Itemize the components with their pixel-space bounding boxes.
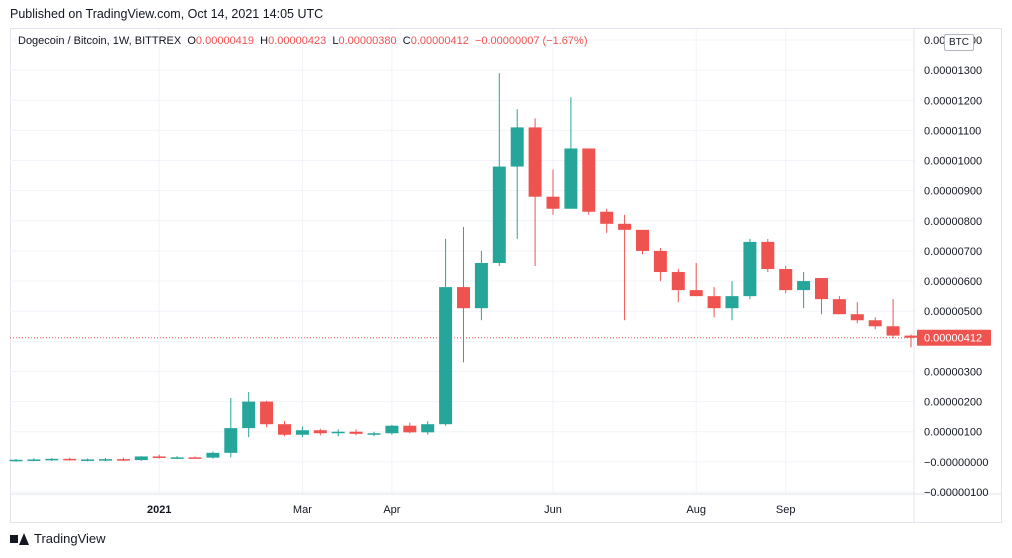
y-tick-label: 0.00000700	[924, 246, 982, 258]
y-tick-label: 0.00001000	[924, 156, 982, 168]
y-tick-label: 0.00000900	[924, 186, 982, 198]
low-value: 0.00000380	[338, 35, 397, 47]
brand-name: TradingView	[34, 531, 106, 546]
candle-body	[653, 250, 667, 273]
candle-body	[474, 262, 488, 309]
candle-body	[528, 127, 542, 197]
low-label: L	[332, 35, 339, 47]
y-tick-label: 0.00000800	[924, 216, 982, 228]
candle-body	[349, 431, 363, 434]
last-price-badge	[917, 329, 991, 346]
candle-body	[618, 223, 632, 230]
candle-body	[81, 459, 95, 461]
candle-body	[868, 320, 882, 327]
y-tick-label: 0.00001300	[924, 65, 982, 77]
candle-body	[421, 424, 435, 433]
candle-body	[278, 424, 291, 435]
candle-body	[904, 335, 918, 338]
candle-body	[260, 401, 274, 425]
published-note: Published on TradingView.com, Oct 14, 20…	[10, 7, 324, 21]
x-tick-label: 2021	[147, 504, 171, 516]
candle-body	[743, 241, 757, 297]
candle-body	[206, 452, 220, 458]
symbol-label: Dogecoin / Bitcoin, 1W, BITTREX	[18, 35, 182, 47]
candle-body	[224, 428, 238, 453]
candle-body	[582, 148, 596, 212]
candle-body	[707, 296, 721, 309]
ohlc-legend: Dogecoin / Bitcoin, 1W, BITTREX O0.00000…	[18, 35, 588, 47]
candle-body	[761, 241, 775, 270]
candle-body	[636, 229, 649, 251]
change-value: −0.00000007 (−1.67%)	[474, 35, 588, 47]
candle-body	[9, 459, 23, 462]
candle-body	[492, 166, 506, 263]
tradingview-logo-icon	[10, 532, 29, 546]
x-tick-label: Sep	[776, 504, 796, 516]
candle-body	[510, 127, 524, 167]
candle-body	[457, 287, 470, 309]
y-tick-label: 0.00000100	[924, 427, 982, 439]
candle-body	[546, 196, 560, 209]
candle-body	[815, 278, 828, 300]
candle-body	[779, 269, 793, 291]
x-tick-label: Mar	[293, 504, 312, 516]
candle-body	[188, 457, 202, 459]
y-tick-label: −0.00000100	[924, 487, 989, 499]
candle-body	[45, 458, 59, 461]
candle-body	[671, 272, 685, 291]
high-label: H	[260, 35, 269, 47]
candle-body	[600, 211, 614, 224]
candle-body	[242, 401, 256, 429]
y-tick-label: 0.00001200	[924, 95, 982, 107]
candle-body	[403, 425, 417, 433]
y-tick-label: 0.00000600	[924, 276, 982, 288]
y-tick-label: 0.00001100	[924, 125, 981, 137]
candle-body	[439, 287, 453, 425]
y-tick-label: 0.00000200	[924, 397, 982, 409]
candle-body	[295, 430, 309, 435]
close-label: C	[402, 35, 411, 47]
candle-body	[63, 458, 77, 461]
candle-body	[170, 457, 184, 459]
x-tick-label: Aug	[686, 504, 706, 516]
last-price-label: 0.00000412	[924, 333, 982, 345]
footer: TradingView	[10, 531, 106, 546]
high-value: 0.00000423	[268, 35, 327, 47]
candle-body	[725, 296, 739, 309]
candle-body	[689, 290, 703, 297]
candle-body	[313, 430, 327, 434]
candle-body	[832, 299, 846, 315]
open-label: O	[187, 35, 196, 47]
currency-badge[interactable]: BTC	[944, 34, 974, 51]
candle-body	[27, 459, 41, 461]
candle-body	[797, 281, 811, 291]
y-tick-label: 0.00000300	[924, 366, 982, 378]
x-tick-label: Apr	[383, 504, 400, 516]
open-value: 0.00000419	[195, 35, 255, 47]
chart-frame	[10, 28, 1002, 523]
y-tick-label: −0.00000000	[924, 457, 989, 469]
candle-body	[152, 456, 166, 458]
candle-body	[331, 431, 345, 434]
x-tick-label: Jun	[544, 504, 562, 516]
candle-body	[385, 425, 399, 434]
candle-body	[99, 459, 112, 461]
close-value: 0.00000412	[410, 35, 469, 47]
candle-body	[134, 456, 148, 461]
candle-body	[886, 326, 900, 336]
y-tick-label: 0.00000500	[924, 306, 982, 318]
candle-body	[564, 148, 578, 209]
candle-body	[367, 433, 381, 435]
candle-body	[850, 314, 864, 321]
candle-body	[116, 459, 130, 461]
